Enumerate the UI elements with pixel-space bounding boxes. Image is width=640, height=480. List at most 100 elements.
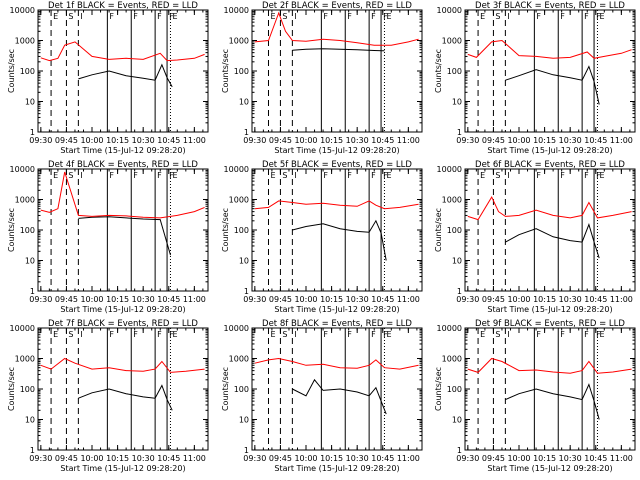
event-marker-label: F — [133, 171, 138, 180]
event-marker-label: I — [507, 12, 509, 21]
event-marker-label: I — [507, 171, 509, 180]
y-tick-label: 10000 — [224, 165, 249, 174]
y-tick-label: 1 — [30, 287, 35, 296]
y-tick-label: 10000 — [10, 324, 35, 333]
x-tick-label: 10:00 — [80, 295, 103, 304]
event-marker-label: F — [596, 330, 601, 339]
event-marker-label: I — [80, 330, 82, 339]
y-tick-label: 10000 — [10, 6, 35, 15]
panel-title: Det 9f BLACK = Events, RED = LLD — [475, 319, 625, 329]
y-tick-label: 10 — [239, 416, 249, 425]
event-marker-label: F — [169, 171, 174, 180]
x-tick-label: 09:45 — [55, 295, 78, 304]
plot-frame — [37, 168, 209, 292]
y-tick-label: 100 — [447, 385, 462, 394]
y-tick-label: 1 — [457, 128, 462, 137]
panel-title: Det 2f BLACK = Events, RED = LLD — [262, 1, 412, 11]
x-tick-label: 09:45 — [269, 136, 292, 145]
y-axis-label: Counts/sec — [221, 49, 230, 93]
event-marker-label: E — [270, 12, 275, 21]
y-tick-label: 1000 — [229, 355, 249, 364]
event-marker-label: F — [347, 12, 352, 21]
x-tick-label: 10:15 — [533, 295, 556, 304]
event-marker-label: E — [172, 330, 177, 339]
x-tick-label: 10:30 — [132, 454, 155, 463]
x-axis-label: Start Time (15-Jul-12 09:28:20) — [487, 146, 612, 155]
y-tick-label: 10000 — [10, 165, 35, 174]
plot-frame — [464, 9, 636, 133]
x-tick-label: 10:00 — [507, 136, 530, 145]
plot-frame — [251, 168, 423, 292]
x-tick-label: 11:00 — [397, 136, 420, 145]
y-axis-label: Counts/sec — [434, 49, 443, 93]
event-marker-label: F — [347, 330, 352, 339]
x-tick-label: 10:00 — [294, 295, 317, 304]
y-axis-label: Counts/sec — [7, 208, 16, 252]
x-axis-label: Start Time (15-Jul-12 09:28:20) — [274, 305, 399, 314]
y-axis-label: Counts/sec — [221, 367, 230, 411]
x-tick-label: 10:30 — [132, 295, 155, 304]
x-tick-label: 10:30 — [132, 136, 155, 145]
y-tick-label: 1000 — [229, 196, 249, 205]
series-line-lld — [40, 171, 205, 219]
x-tick-label: 09:45 — [55, 136, 78, 145]
event-marker-label: E — [270, 171, 275, 180]
event-marker-label: S — [68, 171, 73, 180]
x-tick-label: 10:15 — [106, 136, 129, 145]
event-marker-label: I — [80, 171, 82, 180]
y-tick-label: 100 — [234, 226, 249, 235]
x-tick-label: 09:45 — [482, 295, 505, 304]
y-tick-label: 1000 — [442, 196, 462, 205]
y-tick-label: 10 — [25, 98, 35, 107]
panel-title: Det 4f BLACK = Events, RED = LLD — [48, 160, 198, 170]
y-axis-label: Counts/sec — [7, 367, 16, 411]
x-tick-label: 11:00 — [183, 454, 206, 463]
event-marker-label: E — [53, 171, 58, 180]
series-line-lld — [40, 41, 205, 62]
event-marker-label: E — [270, 330, 275, 339]
event-marker-label: I — [80, 12, 82, 21]
x-tick-label: 09:30 — [243, 454, 266, 463]
event-marker-label: F — [347, 171, 352, 180]
x-tick-label: 10:00 — [507, 295, 530, 304]
x-tick-label: 10:45 — [157, 295, 180, 304]
event-marker-label: F — [371, 12, 376, 21]
y-tick-label: 10 — [25, 257, 35, 266]
y-tick-label: 100 — [234, 67, 249, 76]
event-marker-label: F — [371, 330, 376, 339]
event-marker-label: F — [157, 171, 162, 180]
series-line-events — [292, 48, 385, 52]
x-tick-label: 10:30 — [559, 136, 582, 145]
panel-title: Det 7f BLACK = Events, RED = LLD — [48, 319, 198, 329]
x-tick-label: 10:45 — [584, 454, 607, 463]
series-line-lld — [254, 357, 419, 370]
x-tick-label: 09:30 — [29, 136, 52, 145]
event-marker-label: F — [584, 171, 589, 180]
x-tick-label: 10:30 — [559, 454, 582, 463]
x-tick-label: 10:00 — [294, 454, 317, 463]
x-tick-label: 09:30 — [29, 454, 52, 463]
y-tick-label: 10 — [239, 98, 249, 107]
series-line-events — [78, 216, 171, 256]
event-marker-label: I — [294, 330, 296, 339]
y-tick-label: 10 — [452, 98, 462, 107]
event-marker-label: F — [560, 171, 565, 180]
event-marker-label: F — [323, 330, 328, 339]
series-line-lld — [467, 357, 632, 374]
y-tick-label: 1 — [30, 128, 35, 137]
x-axis-label: Start Time (15-Jul-12 09:28:20) — [60, 464, 185, 473]
plot-frame — [251, 9, 423, 133]
detector-panel-9: Det 9f BLACK = Events, RED = LLD 1 10 100 10… — [434, 319, 636, 473]
x-tick-label: 11:00 — [183, 295, 206, 304]
x-tick-label: 10:45 — [584, 136, 607, 145]
y-tick-label: 1000 — [229, 37, 249, 46]
y-tick-label: 1 — [457, 287, 462, 296]
detector-panel-3: Det 3f BLACK = Events, RED = LLD 1 10 100 10… — [434, 1, 636, 155]
series-line-lld — [254, 200, 419, 210]
plot-frame — [464, 327, 636, 451]
event-marker-label: F — [133, 330, 138, 339]
y-axis-label: Counts/sec — [7, 49, 16, 93]
event-marker-label: S — [495, 330, 500, 339]
y-tick-label: 100 — [20, 226, 35, 235]
y-tick-label: 1 — [30, 446, 35, 455]
